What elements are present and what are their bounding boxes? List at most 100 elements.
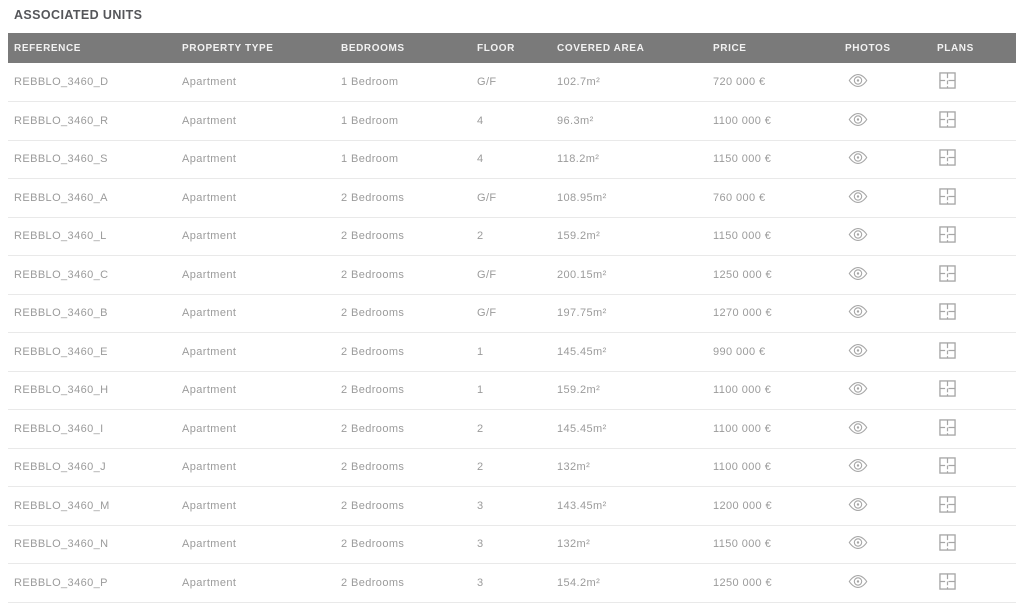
- cell-covered-area: 197.75m²: [551, 294, 707, 333]
- table-row: REBBLO_3460_C Apartment 2 Bedrooms G/F 2…: [8, 255, 1016, 295]
- floor-plan-icon: [939, 573, 956, 590]
- cell-property-type: Apartment: [176, 63, 335, 102]
- view-plans-button[interactable]: [939, 303, 956, 320]
- cell-price: 1270 000 €: [707, 294, 839, 333]
- view-plans-button[interactable]: [939, 573, 956, 590]
- cell-plans: [931, 448, 1016, 487]
- cell-photos: [839, 217, 931, 256]
- view-photos-button[interactable]: [847, 458, 869, 473]
- cell-bedrooms: 2 Bedrooms: [335, 217, 471, 256]
- floor-plan-icon: [939, 342, 956, 359]
- cell-bedrooms: 2 Bedrooms: [335, 525, 471, 564]
- cell-floor: G/F: [471, 63, 551, 102]
- view-photos-button[interactable]: [847, 574, 869, 589]
- cell-covered-area: 145.45m²: [551, 409, 707, 449]
- table-row: REBBLO_3460_L Apartment 2 Bedrooms 2 159…: [8, 217, 1016, 256]
- cell-floor: 3: [471, 486, 551, 526]
- view-photos-button[interactable]: [847, 266, 869, 281]
- cell-floor: 2: [471, 448, 551, 487]
- view-photos-button[interactable]: [847, 189, 869, 204]
- cell-bedrooms: 2 Bedrooms: [335, 563, 471, 603]
- cell-price: 1150 000 €: [707, 140, 839, 179]
- view-photos-button[interactable]: [847, 73, 869, 88]
- eye-icon: [848, 112, 868, 126]
- view-plans-button[interactable]: [939, 188, 956, 205]
- cell-bedrooms: 2 Bedrooms: [335, 486, 471, 526]
- cell-covered-area: 96.3m²: [551, 101, 707, 141]
- cell-floor: 1: [471, 332, 551, 372]
- view-plans-button[interactable]: [939, 419, 956, 436]
- cell-plans: [931, 486, 1016, 526]
- eye-icon: [848, 189, 868, 203]
- cell-reference: REBBLO_3460_I: [8, 409, 176, 449]
- cell-covered-area: 145.45m²: [551, 332, 707, 372]
- view-photos-button[interactable]: [847, 497, 869, 512]
- cell-plans: [931, 101, 1016, 141]
- cell-photos: [839, 525, 931, 564]
- cell-price: 760 000 €: [707, 178, 839, 218]
- cell-floor: 4: [471, 101, 551, 141]
- cell-property-type: Apartment: [176, 255, 335, 295]
- view-plans-button[interactable]: [939, 457, 956, 474]
- cell-bedrooms: 2 Bedrooms: [335, 448, 471, 487]
- view-plans-button[interactable]: [939, 534, 956, 551]
- floor-plan-icon: [939, 188, 956, 205]
- cell-price: 1100 000 €: [707, 101, 839, 141]
- cell-plans: [931, 63, 1016, 102]
- floor-plan-icon: [939, 380, 956, 397]
- cell-price: 1250 000 €: [707, 563, 839, 603]
- view-plans-button[interactable]: [939, 111, 956, 128]
- cell-reference: REBBLO_3460_N: [8, 525, 176, 564]
- view-plans-button[interactable]: [939, 496, 956, 513]
- cell-covered-area: 108.95m²: [551, 178, 707, 218]
- cell-bedrooms: 2 Bedrooms: [335, 332, 471, 372]
- units-table: REFERENCE PROPERTY TYPE BEDROOMS FLOOR C…: [8, 33, 1016, 603]
- view-photos-button[interactable]: [847, 535, 869, 550]
- view-photos-button[interactable]: [847, 227, 869, 242]
- cell-property-type: Apartment: [176, 217, 335, 256]
- view-plans-button[interactable]: [939, 380, 956, 397]
- cell-floor: 2: [471, 409, 551, 449]
- view-plans-button[interactable]: [939, 72, 956, 89]
- table-row: REBBLO_3460_S Apartment 1 Bedroom 4 118.…: [8, 140, 1016, 179]
- column-header-bedrooms: BEDROOMS: [335, 33, 471, 63]
- table-header: REFERENCE PROPERTY TYPE BEDROOMS FLOOR C…: [8, 33, 1016, 63]
- view-photos-button[interactable]: [847, 381, 869, 396]
- cell-property-type: Apartment: [176, 371, 335, 410]
- cell-covered-area: 143.45m²: [551, 486, 707, 526]
- view-photos-button[interactable]: [847, 112, 869, 127]
- view-plans-button[interactable]: [939, 342, 956, 359]
- eye-icon: [848, 497, 868, 511]
- eye-icon: [848, 459, 868, 473]
- cell-reference: REBBLO_3460_D: [8, 63, 176, 102]
- cell-price: 720 000 €: [707, 63, 839, 102]
- cell-photos: [839, 101, 931, 141]
- view-photos-button[interactable]: [847, 150, 869, 165]
- column-header-price: PRICE: [707, 33, 839, 63]
- cell-price: 990 000 €: [707, 332, 839, 372]
- cell-property-type: Apartment: [176, 525, 335, 564]
- cell-reference: REBBLO_3460_H: [8, 371, 176, 410]
- view-photos-button[interactable]: [847, 420, 869, 435]
- cell-reference: REBBLO_3460_B: [8, 294, 176, 333]
- table-row: REBBLO_3460_E Apartment 2 Bedrooms 1 145…: [8, 332, 1016, 372]
- cell-photos: [839, 294, 931, 333]
- view-plans-button[interactable]: [939, 226, 956, 243]
- column-header-plans: PLANS: [931, 33, 1016, 63]
- floor-plan-icon: [939, 111, 956, 128]
- cell-floor: G/F: [471, 294, 551, 333]
- eye-icon: [848, 343, 868, 357]
- view-plans-button[interactable]: [939, 265, 956, 282]
- table-row: REBBLO_3460_A Apartment 2 Bedrooms G/F 1…: [8, 178, 1016, 218]
- cell-reference: REBBLO_3460_E: [8, 332, 176, 372]
- eye-icon: [848, 266, 868, 280]
- view-photos-button[interactable]: [847, 304, 869, 319]
- view-photos-button[interactable]: [847, 343, 869, 358]
- view-plans-button[interactable]: [939, 149, 956, 166]
- cell-photos: [839, 140, 931, 179]
- floor-plan-icon: [939, 419, 956, 436]
- cell-property-type: Apartment: [176, 332, 335, 372]
- cell-covered-area: 159.2m²: [551, 371, 707, 410]
- cell-property-type: Apartment: [176, 140, 335, 179]
- cell-reference: REBBLO_3460_L: [8, 217, 176, 256]
